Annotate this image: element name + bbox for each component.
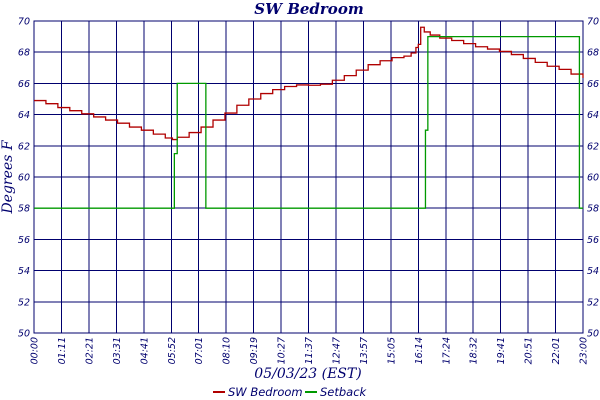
y-tick-label: 68	[18, 48, 30, 59]
x-tick-label: 16:14	[414, 337, 425, 364]
y-tick-label: 58	[18, 204, 30, 215]
grid	[33, 20, 584, 334]
x-tick-label: 01:11	[57, 337, 68, 364]
y-tick-label-right: 62	[587, 141, 599, 152]
y-tick-label: 66	[18, 79, 30, 90]
y-tick-label-right: 52	[587, 297, 599, 308]
y-tick-label-right: 58	[587, 204, 599, 215]
x-tick-label: 17:24	[441, 337, 452, 364]
x-tick-label: 04:41	[139, 337, 150, 364]
x-tick-label: 10:27	[277, 337, 288, 364]
y-tick-label-right: 54	[587, 266, 599, 277]
y-tick-label: 56	[18, 235, 30, 246]
x-tick-label: 11:37	[304, 337, 315, 364]
x-tick-label: 23:00	[579, 337, 590, 364]
plot-frame	[33, 20, 584, 334]
y-tick-label-right: 50	[587, 329, 599, 340]
series-line-setback	[34, 35, 583, 209]
y-tick-label-right: 70	[587, 17, 599, 28]
y-tick-label: 60	[18, 173, 30, 184]
legend-label-setback: Setback	[320, 385, 368, 399]
y-tick-label: 64	[18, 110, 30, 121]
y-axis-title: Degrees F	[0, 139, 16, 214]
legend: SW Bedroom Setback	[213, 385, 368, 399]
chart-title: SW Bedroom	[254, 0, 363, 18]
y-tick-label: 54	[18, 266, 30, 277]
x-tick-label: 05:52	[167, 337, 178, 364]
x-tick-label: 18:32	[469, 337, 480, 364]
x-tick-label: 08:10	[222, 337, 233, 364]
series-line-sw-bedroom	[34, 26, 584, 141]
x-tick-label: 09:19	[249, 337, 260, 364]
y-tick-label: 70	[18, 17, 30, 28]
x-tick-label: 03:31	[112, 337, 123, 364]
x-tick-label: 12:47	[331, 337, 342, 364]
x-tick-label: 19:41	[496, 337, 507, 364]
x-tick-label: 02:21	[84, 337, 95, 364]
y-tick-label-right: 68	[587, 48, 599, 59]
x-axis: 00:00 01:11 02:21 03:31 04:41 05:52 07:01 08:10…	[30, 337, 590, 364]
y-axis-right: 50 52 54 56 58 60 62 64 66 68 70	[587, 17, 599, 340]
series-layer	[34, 26, 584, 209]
y-tick-label-right: 64	[587, 110, 599, 121]
x-tick-label: 15:05	[386, 337, 397, 364]
y-tick-label-right: 66	[587, 79, 599, 90]
x-axis-title: 05/03/23 (EST)	[254, 366, 361, 382]
y-tick-label-right: 56	[587, 235, 599, 246]
x-tick-label: 20:51	[524, 337, 535, 364]
y-tick-label-right: 60	[587, 173, 599, 184]
y-axis-left: 50 52 54 56 58 60 62 64 66 68 70	[18, 17, 30, 340]
y-tick-label: 52	[18, 297, 30, 308]
y-tick-label: 50	[18, 329, 30, 340]
x-tick-label: 07:01	[194, 337, 205, 364]
y-tick-label: 62	[18, 141, 30, 152]
legend-label-sw-bedroom: SW Bedroom	[228, 385, 303, 399]
x-tick-label: 00:00	[30, 337, 41, 364]
x-tick-label: 22:01	[551, 337, 562, 364]
x-tick-label: 13:57	[359, 337, 370, 364]
